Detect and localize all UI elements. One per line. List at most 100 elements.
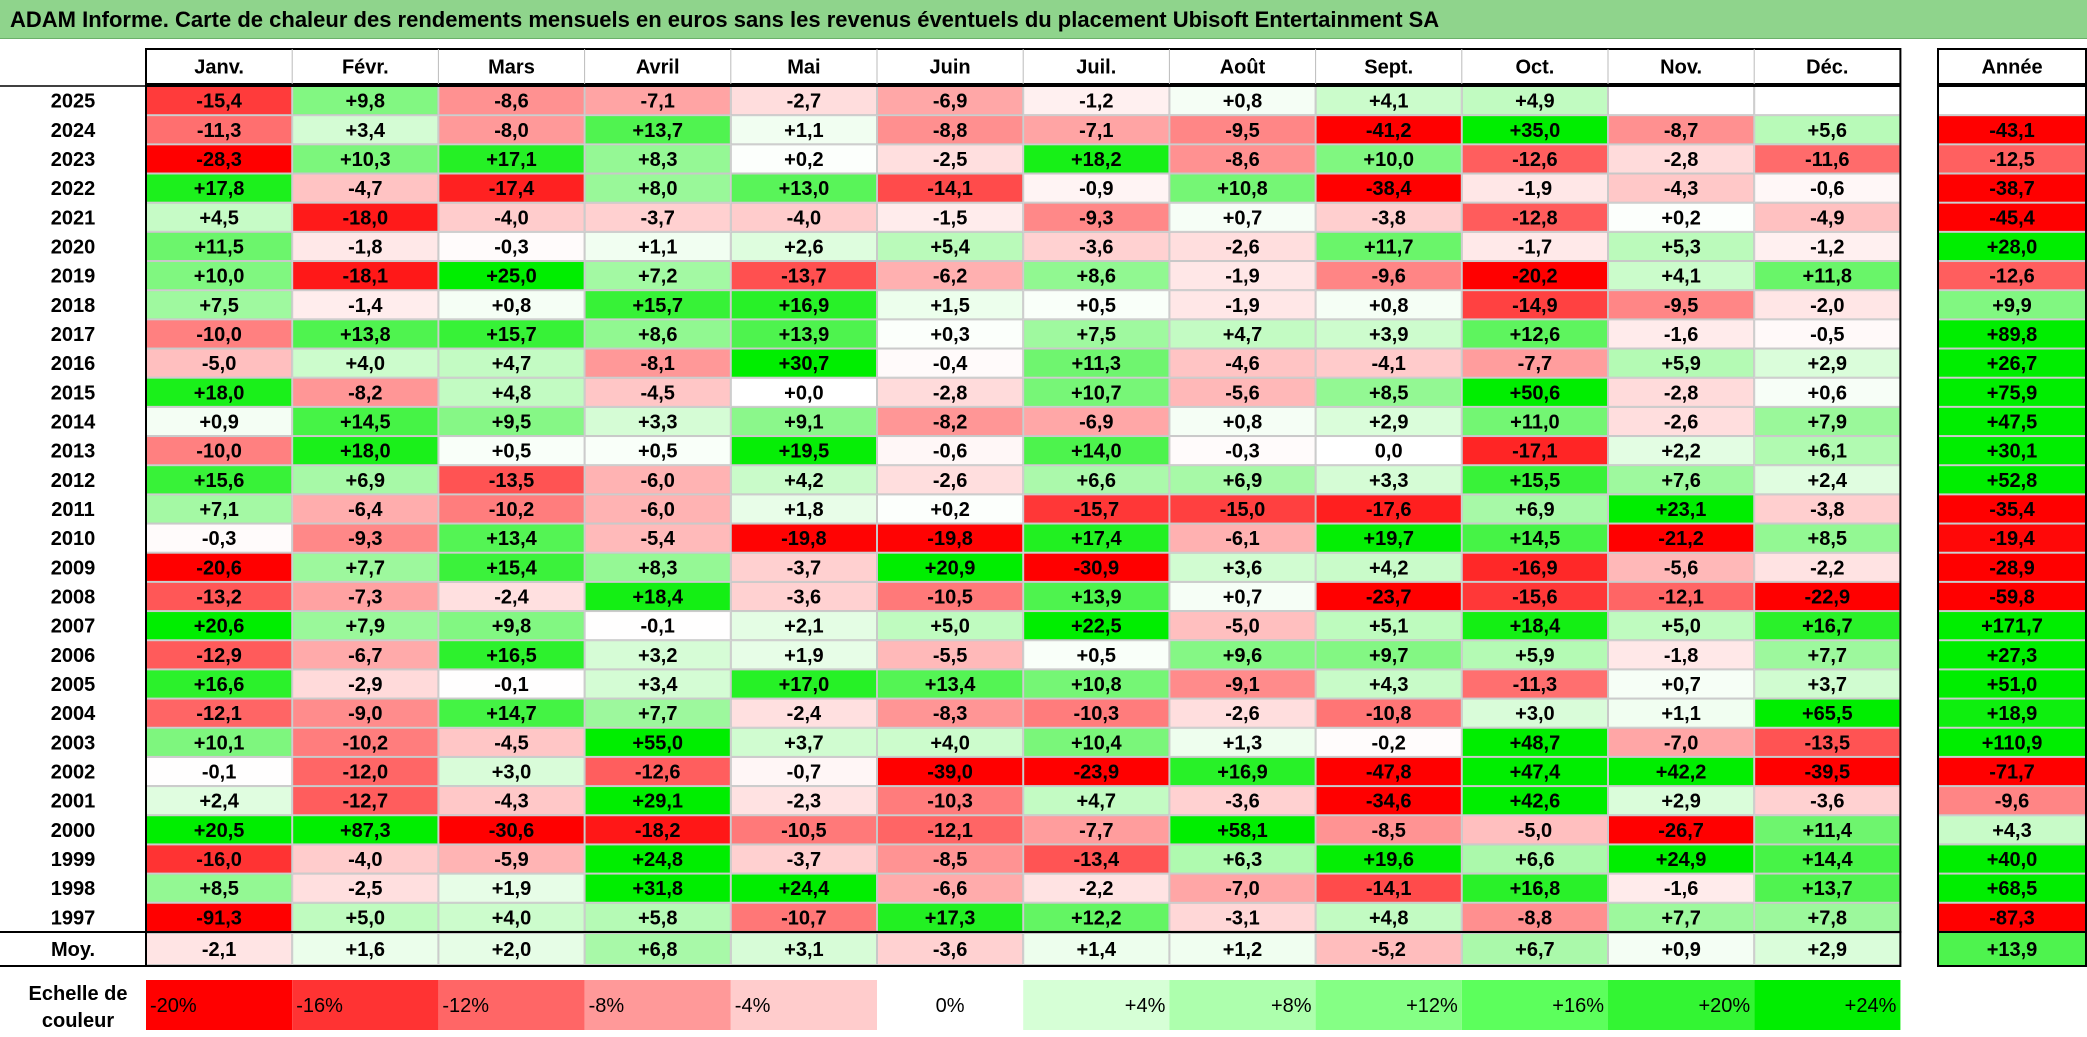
heat-cell	[1754, 261, 1901, 291]
cell-value: -3,7	[787, 557, 821, 579]
heat-cell	[1023, 202, 1170, 232]
cell-value: +65,5	[1802, 703, 1853, 725]
heat-cell	[438, 436, 585, 466]
cell-value: -5,9	[494, 849, 528, 871]
heat-cell	[292, 786, 439, 816]
cell-value: +11,4	[1803, 820, 1853, 842]
annual-cell	[1938, 202, 2086, 232]
heat-cell	[1315, 144, 1462, 174]
heat-cell	[1023, 319, 1170, 349]
heat-cell	[1608, 465, 1755, 495]
cell-value: +0,9	[199, 411, 238, 433]
heat-cell	[292, 86, 439, 116]
cell-value: -8,5	[933, 849, 967, 871]
heat-cell	[1461, 406, 1609, 437]
cell-value: -2,2	[1810, 557, 1844, 579]
cell-value: -17,1	[1512, 441, 1558, 463]
annual-cell	[1938, 319, 2086, 349]
heat-cell	[1608, 523, 1755, 553]
heat-cell	[584, 377, 731, 407]
year-label: 2022	[51, 178, 96, 200]
cell-value: -4,1	[1371, 353, 1405, 375]
cell-value: -6,9	[1079, 411, 1113, 433]
heat-cell	[1169, 319, 1316, 349]
cell-value: -10,7	[781, 907, 827, 929]
heat-cell	[1023, 406, 1170, 437]
cell-value: -2,8	[1664, 382, 1698, 404]
cell-value: -2,5	[348, 878, 382, 900]
heat-cell	[1461, 494, 1609, 524]
heat-cell	[877, 231, 1024, 262]
average-cell	[438, 933, 585, 965]
cell-value: +3,4	[346, 120, 386, 142]
heat-cell	[1608, 86, 1755, 116]
heat-cell	[292, 144, 439, 174]
heat-cell	[1608, 173, 1755, 203]
heat-cell	[1754, 202, 1901, 232]
cell-value: +14,0	[1071, 441, 1122, 463]
average-cell	[1023, 933, 1170, 965]
heat-cell	[877, 873, 1024, 903]
annual-value: +47,5	[1987, 411, 2038, 433]
heat-cell	[1315, 873, 1462, 903]
heat-cell	[1169, 348, 1316, 378]
cell-value: +8,3	[638, 557, 677, 579]
heat-cell	[584, 115, 731, 145]
cell-value: -20,6	[196, 557, 242, 579]
heat-cell	[146, 406, 293, 437]
average-cell	[292, 933, 439, 965]
heat-cell	[292, 873, 439, 903]
year-label: 2014	[51, 411, 96, 433]
heat-cell	[438, 115, 585, 145]
heat-cell	[730, 261, 877, 291]
cell-value: -0,1	[202, 761, 236, 783]
heat-cell	[146, 144, 293, 174]
heat-cell	[1169, 902, 1316, 932]
cell-value: +3,0	[1515, 703, 1554, 725]
cell-value: +1,9	[784, 645, 823, 667]
heat-cell	[1461, 348, 1609, 378]
scale-label-text: +24%	[1845, 995, 1897, 1017]
cell-value: +20,6	[194, 616, 245, 638]
heat-cell	[730, 727, 877, 757]
heat-cell	[292, 523, 439, 553]
cell-value: +9,1	[784, 411, 823, 433]
cell-value: +1,1	[1661, 703, 1700, 725]
column-header: Mars	[488, 57, 535, 79]
heat-cell	[1608, 902, 1755, 932]
cell-value: -13,2	[196, 586, 242, 608]
heat-cell	[1023, 727, 1170, 757]
cell-value: +2,6	[784, 236, 823, 258]
heat-cell	[1023, 115, 1170, 145]
heat-cell	[1608, 669, 1755, 699]
cell-value: -1,9	[1225, 266, 1259, 288]
annual-value: +40,0	[1987, 849, 2038, 871]
heat-cell	[730, 377, 877, 407]
heat-cell	[1315, 698, 1462, 728]
average-annual-cell	[1937, 931, 2087, 967]
cell-value: +18,0	[194, 382, 245, 404]
cell-value: +8,5	[199, 878, 238, 900]
average-value: +2,9	[1808, 939, 1847, 961]
cell-value: -4,5	[640, 382, 674, 404]
cell-value: -10,8	[1366, 703, 1412, 725]
cell-value: +18,2	[1071, 149, 1122, 171]
cell-value: -11,3	[197, 120, 241, 142]
cell-value: +0,5	[1077, 295, 1116, 317]
heat-cell	[1169, 698, 1316, 728]
heat-cell	[1169, 231, 1316, 262]
heat-cell	[584, 144, 731, 174]
cell-value: -18,2	[635, 820, 681, 842]
heat-cell	[1754, 815, 1901, 845]
heat-cell	[292, 290, 439, 320]
average-cell	[730, 933, 877, 965]
heat-cell	[730, 873, 877, 903]
heat-cell	[877, 756, 1024, 787]
heat-cell	[438, 698, 585, 728]
cell-value: +5,4	[930, 236, 970, 258]
cell-value: -0,7	[787, 761, 821, 783]
annual-value: -19,4	[1989, 528, 2035, 550]
cell-value: -4,3	[494, 791, 528, 813]
average-value: +2,0	[492, 939, 531, 961]
scale-swatch	[1023, 980, 1170, 1030]
